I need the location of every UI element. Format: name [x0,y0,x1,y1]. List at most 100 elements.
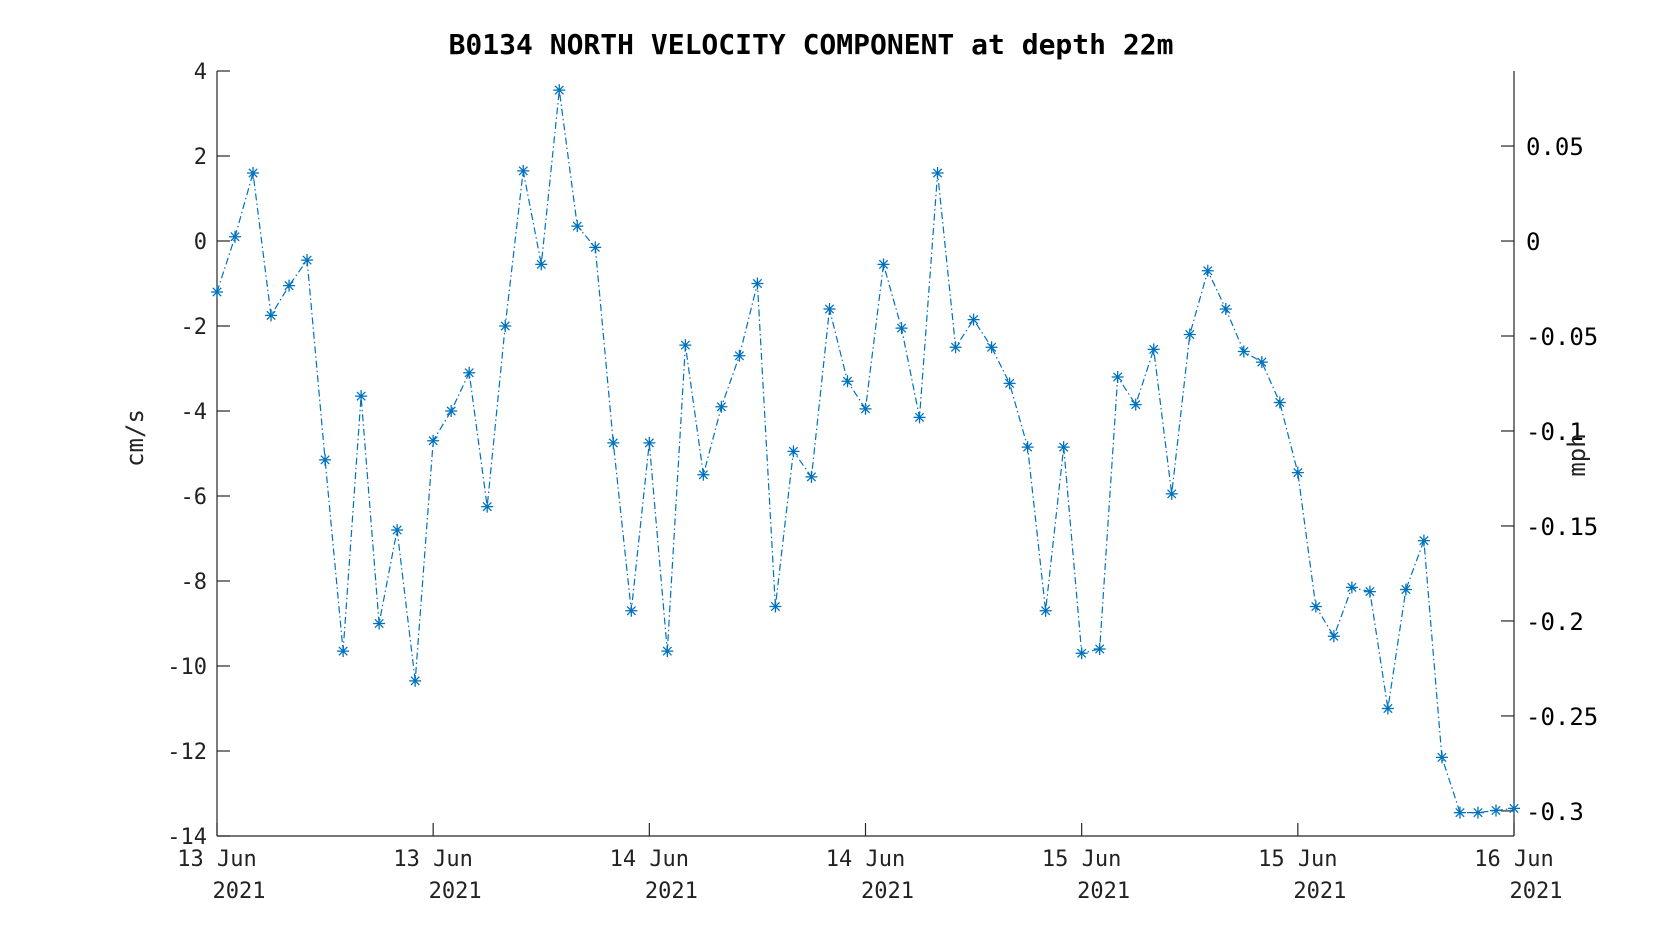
right-y-tick-label: -0.1 [1526,418,1584,446]
data-point-marker [733,349,746,362]
data-point-marker [913,411,926,424]
right-y-ticks: 0.05 0 -0.05 -0.1 -0.15 -0.2 -0.25 -0.3 [1501,133,1598,826]
data-point-marker [265,309,278,322]
y-tick-label: -14 [167,825,207,850]
data-point-marker [1363,585,1376,598]
data-point-marker [1165,487,1178,500]
x-tick-label-year: 2021 [1077,879,1130,904]
data-point-marker [1129,398,1142,411]
y-tick-label: 0 [194,230,207,255]
data-point-marker [301,254,314,267]
y-tick-label: -8 [181,570,208,595]
data-point-marker [967,313,980,326]
data-point-marker [1111,371,1124,383]
data-point-marker [787,445,800,458]
right-y-tick-label: 0 [1526,228,1540,256]
data-point-marker [1435,751,1448,764]
data-point-marker [1273,396,1286,409]
data-point-marker [247,167,260,179]
data-point-marker [1075,647,1088,660]
data-point-marker [283,279,296,292]
data-point-marker [1327,630,1340,643]
data-point-marker [571,220,584,233]
x-tick-label-year: 2021 [1293,879,1346,904]
data-point-marker [949,341,962,354]
right-y-tick-label: -0.25 [1526,703,1598,731]
y-axis-label-left: cm/s [121,409,149,467]
y-tick-label: 4 [194,60,207,85]
data-point-marker [1183,328,1196,341]
data-point-marker [1471,806,1484,819]
data-point-marker [337,645,350,658]
data-point-marker [1237,345,1250,358]
series-group [211,84,1520,819]
data-point-marker [841,375,854,388]
x-tick-label-date: 15 Jun [1258,847,1337,872]
data-point-marker [1453,806,1466,819]
right-y-tick-label: 0.05 [1526,133,1584,161]
data-point-marker [1417,534,1430,547]
x-tick-label-date: 16 Jun [1474,847,1553,872]
data-point-marker [1345,581,1358,594]
data-point-marker [517,164,530,177]
data-point-marker [1057,441,1070,454]
y-tick-label: 2 [194,145,207,170]
right-y-tick-label: -0.3 [1526,798,1584,826]
data-point-marker [535,258,548,271]
x-tick-label-year: 2021 [645,879,698,904]
y-tick-label: -4 [181,400,208,425]
y-axis-label-right: mph [1563,433,1591,476]
data-point-marker [1093,643,1106,655]
x-tick-label-year: 2021 [429,879,482,904]
x-tick-label-year: 2021 [861,879,914,904]
data-point-marker [391,524,404,536]
data-point-marker [1489,804,1502,817]
data-point-marker [211,286,223,298]
x-ticks: 13 Jun 2021 13 Jun 2021 14 Jun 2021 14 Jun 2021… [177,823,1562,904]
data-point-marker [1381,702,1394,715]
data-point-marker [229,230,242,243]
series-line [216,90,1515,814]
right-y-tick-label: -0.2 [1526,608,1584,636]
data-point-marker [607,436,620,449]
x-tick-label-year: 2021 [1510,879,1563,904]
data-point-marker [481,500,494,513]
data-point-marker [1219,303,1232,315]
data-point-marker [463,366,476,379]
x-tick-label-date: 14 Jun [610,847,689,872]
data-point-marker [715,400,728,413]
axes [216,71,1515,837]
data-point-marker [643,436,656,449]
data-point-marker [823,303,836,315]
data-point-marker [1147,343,1160,356]
data-point-marker [355,390,368,403]
data-point-marker [625,604,638,617]
data-point-marker [751,277,764,290]
data-point-marker [1201,264,1214,277]
data-point-marker [1021,441,1034,454]
data-point-marker [1039,604,1052,617]
y-tick-label: -10 [167,655,207,680]
x-tick-label-date: 14 Jun [826,847,905,872]
data-point-marker [697,468,710,481]
data-point-marker [427,434,440,447]
x-tick-label-year: 2021 [213,879,266,904]
data-point-marker [409,674,422,687]
data-point-marker [1003,377,1016,390]
data-point-marker [553,84,566,97]
data-point-marker [1291,466,1304,479]
right-y-tick-label: -0.15 [1526,513,1598,541]
right-y-tick-label: -0.05 [1526,323,1598,351]
y-tick-label: -12 [167,740,207,765]
data-point-marker [679,339,692,352]
data-point-marker [877,258,890,271]
y-tick-label: -6 [181,485,208,510]
data-point-marker [1309,600,1322,613]
data-point-marker [319,453,332,466]
chart-title: B0134 NORTH VELOCITY COMPONENT at depth … [449,28,1174,61]
data-point-marker [589,241,602,254]
data-point-marker [445,405,458,417]
data-point-marker [931,167,944,179]
data-point-marker [1508,802,1520,815]
